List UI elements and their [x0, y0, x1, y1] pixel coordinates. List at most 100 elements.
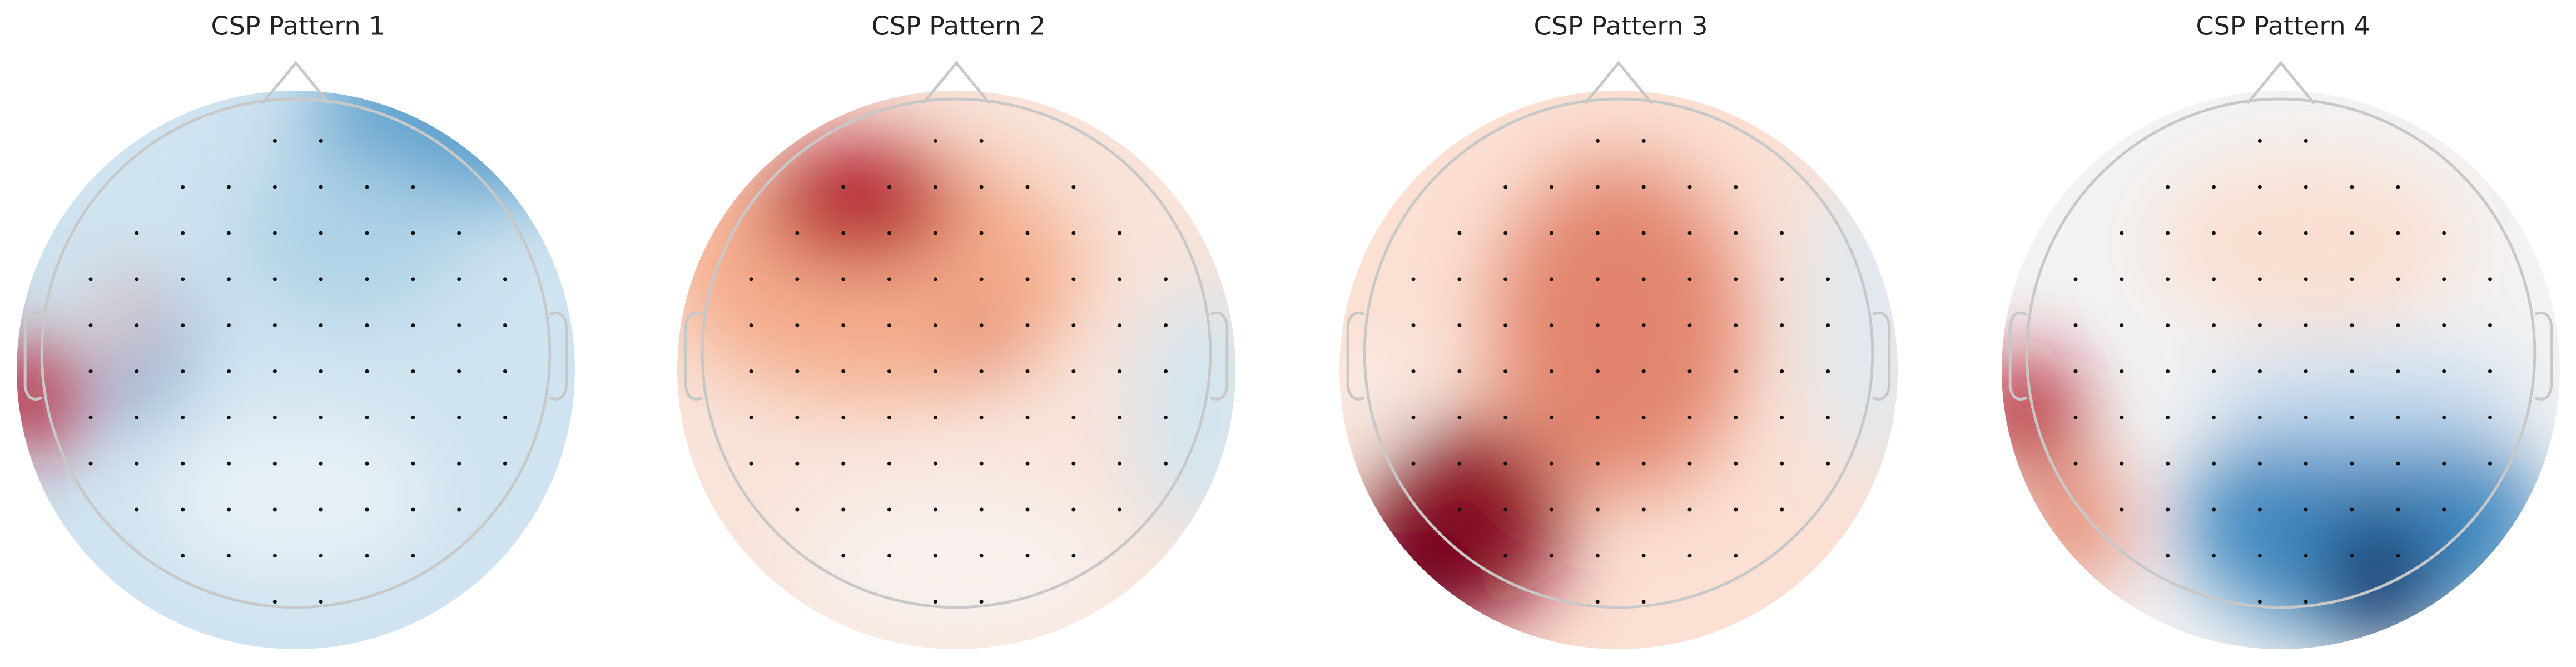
electrode [2488, 415, 2492, 419]
electrode [272, 507, 277, 512]
electrode [933, 369, 937, 374]
electrode [272, 185, 277, 189]
electrode [1641, 277, 1646, 281]
electrode [365, 231, 369, 235]
electrode [457, 461, 461, 466]
electrode [1595, 461, 1600, 466]
electrode [1780, 369, 1784, 374]
electrode [841, 461, 846, 466]
electrode [979, 277, 984, 281]
nose [1584, 61, 1653, 105]
electrode [1025, 461, 1030, 466]
electrode [365, 507, 369, 512]
electrode [1411, 323, 1416, 328]
panel-title: CSP Pattern 2 [871, 11, 1045, 41]
electrode [1457, 507, 1462, 512]
electrode [319, 323, 323, 328]
electrode [1411, 369, 1416, 374]
electrode [227, 185, 231, 189]
electrode [1641, 139, 1646, 143]
electrode [887, 323, 892, 328]
electrode [1687, 369, 1692, 374]
electrode [272, 369, 277, 374]
electrode [887, 369, 892, 374]
ear [1872, 311, 1891, 401]
electrode [749, 369, 753, 374]
electrode [2350, 323, 2354, 328]
electrode [2212, 277, 2216, 281]
nose [922, 61, 991, 105]
electrode [272, 600, 277, 604]
electrode [1641, 554, 1646, 558]
electrode [2350, 554, 2354, 558]
electrode [1687, 415, 1692, 419]
field-blob [1493, 160, 1744, 496]
electrode [887, 461, 892, 466]
field-blob [17, 347, 87, 448]
electrode [2166, 185, 2170, 189]
electrode [227, 461, 231, 466]
electrode [365, 369, 369, 374]
electrode [979, 554, 984, 558]
electrode [2442, 231, 2446, 235]
electrode [272, 277, 277, 281]
electrode [2350, 369, 2354, 374]
electrode [2350, 507, 2354, 512]
electrode [2488, 461, 2492, 466]
electrode [503, 369, 507, 374]
map-field [2002, 160, 2546, 649]
electrode [181, 231, 185, 235]
field-blob [156, 412, 435, 580]
electrode [2396, 277, 2400, 281]
electrode [2304, 185, 2308, 189]
topomap-panel: CSP Pattern 3 [1339, 11, 1898, 649]
electrode [272, 554, 277, 558]
electrode [1164, 277, 1168, 281]
electrode [1411, 461, 1416, 466]
electrode [1118, 231, 1122, 235]
field-blob [1339, 523, 1479, 635]
electrode [933, 507, 937, 512]
electrode [2488, 323, 2492, 328]
topomap-panel: CSP Pattern 1 [17, 11, 575, 649]
electrode [1457, 369, 1462, 374]
electrode [2257, 277, 2262, 281]
electrode [749, 277, 753, 281]
electrode [1164, 415, 1168, 419]
field-blob [240, 146, 464, 314]
electrode [1780, 323, 1784, 328]
electrode [2304, 600, 2308, 604]
electrode [2257, 554, 2262, 558]
electrode [1734, 461, 1738, 466]
electrode [227, 554, 231, 558]
field-blob [2016, 453, 2127, 594]
electrode [1595, 139, 1600, 143]
electrode [1641, 507, 1646, 512]
electrode [227, 415, 231, 419]
electrode [319, 185, 323, 189]
electrode [887, 231, 892, 235]
ear [1209, 311, 1229, 401]
electrode [1734, 369, 1738, 374]
electrode [181, 185, 185, 189]
electrode [841, 507, 846, 512]
electrode [2396, 185, 2400, 189]
map-field [677, 141, 1235, 649]
electrode [365, 554, 369, 558]
electrode [2442, 415, 2446, 419]
electrode [2212, 323, 2216, 328]
electrode [2304, 507, 2308, 512]
electrode [2120, 507, 2124, 512]
electrode [887, 185, 892, 189]
electrode [1687, 231, 1692, 235]
electrode [1641, 461, 1646, 466]
electrode [135, 415, 139, 419]
electrode [411, 323, 415, 328]
electrode [1411, 415, 1416, 419]
electrode [1780, 231, 1784, 235]
electrode [2304, 461, 2308, 466]
electrode [88, 277, 93, 281]
electrode [1071, 415, 1076, 419]
ear [684, 311, 703, 401]
electrode [841, 185, 846, 189]
